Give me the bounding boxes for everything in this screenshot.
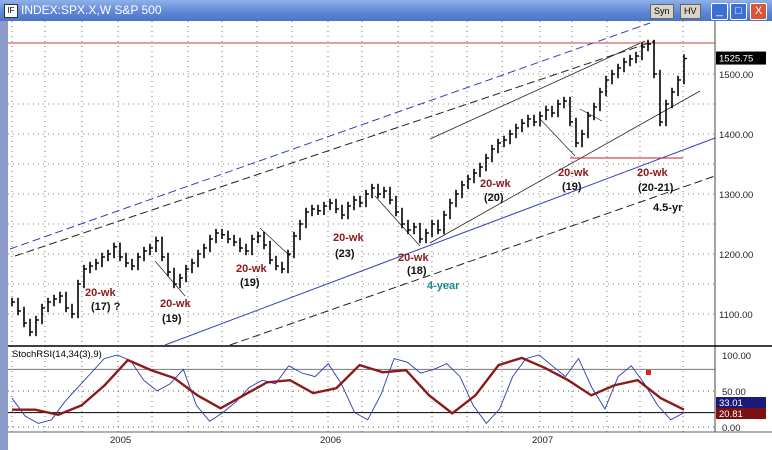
cycle-trendline [539, 118, 576, 157]
minimize-button[interactable]: _ [711, 3, 728, 20]
price-tick-label: 1300.00 [719, 190, 753, 201]
cycle-count: (19) [240, 277, 260, 289]
price-tick-label: 1500.00 [719, 70, 753, 81]
stochrsi-panel [11, 354, 685, 425]
cycle-count: (19) [562, 181, 582, 193]
signal-marker [646, 370, 651, 375]
four-half-year-label: 4.5-yr [653, 202, 683, 214]
cycle-label: 20-wk [85, 287, 116, 299]
price-tick-label: 1400.00 [719, 130, 753, 141]
app-icon: IF [4, 4, 18, 18]
cycle-count: (17) ? [91, 301, 121, 313]
stoch-tick-label: 50.00 [722, 387, 746, 398]
cycle-trendline [374, 195, 421, 247]
stoch-tick-label: 0.00 [722, 423, 741, 434]
hv-button[interactable]: HV [680, 4, 701, 19]
date-tick-label: 2007 [532, 435, 553, 446]
upper-channel-black-dashed [14, 40, 656, 257]
cycle-count: (20-21) [638, 182, 674, 194]
lower-trendline-black-dashed [229, 175, 716, 346]
date-tick-label: 2005 [110, 435, 131, 446]
cycle-label: 20-wk [398, 252, 429, 264]
cycle-label: 20-wk [558, 167, 589, 179]
axis-labels: 1100.00 1200.00 1300.00 1400.00 1500.00 1525.… [110, 51, 766, 446]
cycle-label: 20-wk [637, 167, 668, 179]
cycle-count: (18) [407, 265, 427, 277]
stoch-slow-value: 20.81 [719, 409, 743, 420]
price-tick-label: 1100.00 [719, 310, 753, 321]
cycle-count: (20) [484, 192, 504, 204]
last-price-label: 1525.75 [719, 54, 753, 65]
left-border [0, 21, 8, 450]
stoch-fast-value: 33.01 [719, 398, 743, 409]
cycle-label: 20-wk [236, 263, 267, 275]
cycle-count: (23) [335, 248, 355, 260]
four-year-label: 4-year [427, 280, 460, 292]
close-button[interactable]: X [750, 3, 767, 20]
chart-canvas: 1100.00 1200.00 1300.00 1400.00 1500.00 1525.… [0, 21, 772, 450]
window-titlebar: IF INDEX:SPX.X,W S&P 500 Syn HV _ □ X [0, 0, 772, 21]
grid [8, 21, 715, 432]
price-tick-label: 1200.00 [719, 250, 753, 261]
window-title: INDEX:SPX.X,W S&P 500 [21, 3, 162, 17]
lower-trendline-blue [164, 137, 716, 346]
cycle-trendline [259, 227, 291, 257]
channel-upper [429, 40, 646, 140]
cycle-label: 20-wk [480, 178, 511, 190]
cycle-label: 20-wk [333, 232, 364, 244]
stoch-fast-line [11, 354, 685, 425]
stoch-slow-line [12, 356, 685, 417]
last-price-badge [716, 51, 766, 65]
cycle-trendline [579, 108, 603, 122]
cycle-count: (19) [162, 313, 182, 325]
sync-button[interactable]: Syn [650, 4, 674, 19]
channel-lower [429, 90, 701, 244]
indicator-title: StochRSI(14,34(3),9) [12, 349, 102, 360]
cycle-label: 20-wk [160, 298, 191, 310]
price-bars [11, 39, 687, 337]
cycle-trendline [154, 260, 186, 297]
stoch-slow-badge [716, 408, 766, 419]
upper-channel-blue-dashed [9, 22, 651, 250]
date-tick-label: 2006 [320, 435, 341, 446]
stoch-fast-badge [716, 397, 766, 408]
maximize-button[interactable]: □ [730, 3, 747, 20]
stoch-tick-label: 100.00 [722, 351, 751, 362]
annotations: 20-wk (17) ? 20-wk (19) 20-wk (19) 20-wk (23) 20… [85, 167, 683, 325]
